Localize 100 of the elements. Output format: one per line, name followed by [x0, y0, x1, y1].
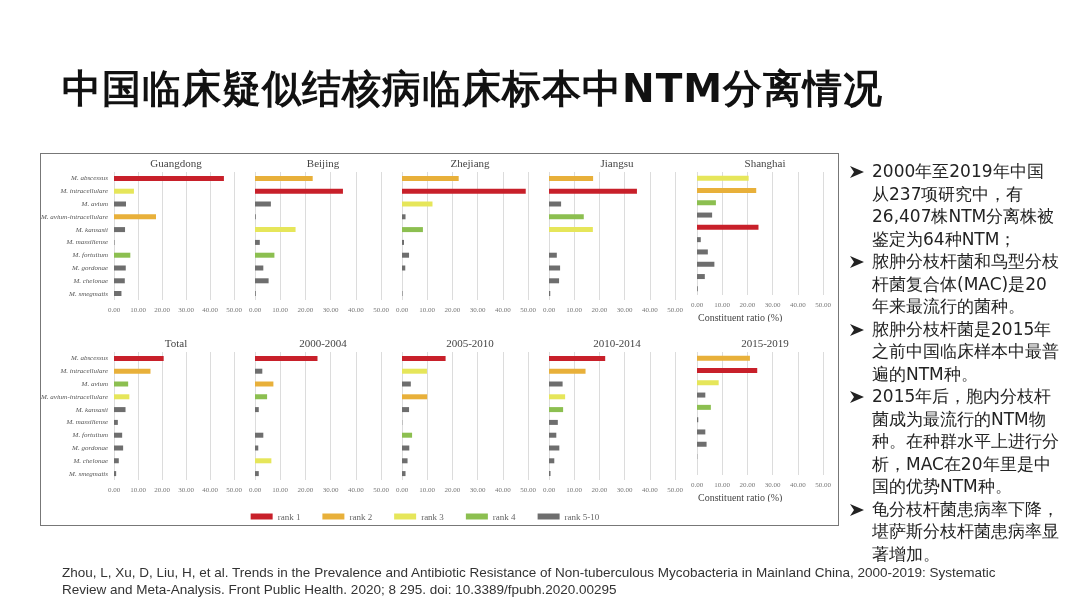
bar	[402, 175, 459, 181]
bar	[697, 187, 757, 193]
bar	[255, 407, 259, 413]
x-axis-title: Constituent ratio (%)	[698, 491, 783, 504]
bar	[402, 394, 428, 400]
bar	[549, 368, 586, 374]
text: 脓肿分枝杆菌和鸟型分枝杆菌复合体(MAC)是20年来最流行的菌种。	[871, 250, 1060, 318]
chart-title: Shanghai	[744, 156, 786, 169]
bar	[402, 239, 405, 245]
bar	[114, 355, 164, 361]
bar	[114, 432, 123, 438]
bar	[549, 201, 562, 207]
legend-label: rank 4	[492, 511, 517, 522]
bar	[697, 404, 711, 410]
bar	[255, 368, 263, 374]
bar	[255, 432, 264, 438]
bar	[114, 188, 134, 194]
text: 2015年后，胞内分枝杆菌成为最流行的NTM物种。在种群水平上进行分析，MAC在20年里是中国的优势NTM种。	[871, 385, 1060, 498]
bar	[402, 355, 446, 361]
bar	[255, 175, 313, 181]
bar	[402, 368, 427, 374]
chart-title: 2005-2010	[446, 336, 495, 349]
bar	[255, 381, 274, 387]
bar	[402, 458, 408, 464]
bar	[402, 214, 406, 220]
bar	[114, 419, 118, 425]
bar	[114, 291, 122, 297]
bar	[697, 355, 750, 361]
bar	[114, 278, 125, 284]
bar	[114, 252, 131, 258]
bar	[114, 445, 124, 451]
bar	[697, 367, 758, 373]
bar	[549, 394, 566, 400]
bar	[549, 278, 560, 284]
legend-label: rank 5-10	[564, 511, 600, 522]
bar	[697, 249, 708, 255]
text: 龟分枝杆菌患病率下降，堪萨斯分枝杆菌患病率显著增加。	[871, 497, 1060, 565]
bar	[549, 407, 564, 413]
bar	[255, 355, 318, 361]
bar	[402, 432, 413, 438]
bar	[549, 227, 593, 233]
bar	[697, 212, 713, 218]
chart-title: 2010-2014	[593, 336, 642, 349]
chart-title: Zhejiang	[450, 156, 491, 169]
chart-title: 2015-2019	[741, 336, 790, 349]
bar	[549, 265, 561, 271]
bar	[697, 261, 715, 267]
bar	[402, 265, 406, 271]
bar	[114, 394, 130, 400]
bar	[402, 445, 410, 451]
text: 2000年至2019年中国从237项研究中，有26,407株NTM分离株被鉴定为64种NTM；	[871, 160, 1056, 250]
bar	[697, 380, 719, 386]
bar	[549, 355, 606, 361]
bar	[255, 394, 268, 400]
text: 脓肿分枝杆菌是2015年之前中国临床样本中最普遍的NTM种。	[871, 317, 1060, 385]
bar	[255, 227, 296, 233]
bar	[114, 368, 151, 374]
bar	[255, 201, 271, 207]
legend-label: rank 3	[421, 511, 445, 522]
bar	[255, 188, 343, 194]
bar	[697, 392, 706, 398]
bar	[402, 252, 410, 258]
bar	[114, 175, 224, 181]
bar	[255, 445, 259, 451]
bar	[255, 252, 275, 258]
bar	[402, 381, 411, 387]
bar	[549, 188, 637, 194]
bar	[549, 175, 594, 181]
chart-title: Guangdong	[150, 156, 203, 169]
bar	[697, 175, 749, 181]
bar	[549, 381, 563, 387]
bar	[402, 227, 423, 233]
bar	[402, 201, 433, 207]
bar	[114, 227, 126, 233]
bar	[697, 274, 705, 280]
bar	[697, 429, 706, 435]
bar	[255, 239, 260, 245]
text: Zhou, L, Xu, D, Liu, H, et al. Trends in the Prevalence and Antibiotic Resistance of Non-tuberculous Mycobacteria in Mainland China, 2000-2019: Systematic Review and Meta-Analysis. Front Public Health. 2020; 8 295. doi: 10.3389/fpubh.2020.00295	[62, 564, 997, 598]
bar	[402, 471, 406, 477]
legend-label: rank 1	[277, 511, 301, 522]
chart-title: 2000-2004	[299, 336, 348, 349]
bar	[114, 265, 126, 271]
bar	[697, 441, 707, 447]
bar	[114, 471, 117, 477]
bar	[114, 407, 126, 413]
bar	[402, 188, 526, 194]
bar	[255, 265, 264, 271]
chart-title: Total	[164, 336, 188, 349]
bar	[549, 432, 557, 438]
bar	[549, 419, 558, 425]
bar	[255, 278, 269, 284]
text: 中国临床疑似结核病临床标本中NTM分离情况	[62, 65, 884, 113]
bar	[697, 200, 716, 206]
bar	[549, 252, 557, 258]
bar	[549, 445, 560, 451]
bar	[697, 237, 701, 243]
chart-title: Jiangsu	[600, 156, 634, 169]
bar	[255, 471, 259, 477]
legend-label: rank 2	[349, 511, 373, 522]
chart-title: Beijing	[306, 156, 340, 169]
